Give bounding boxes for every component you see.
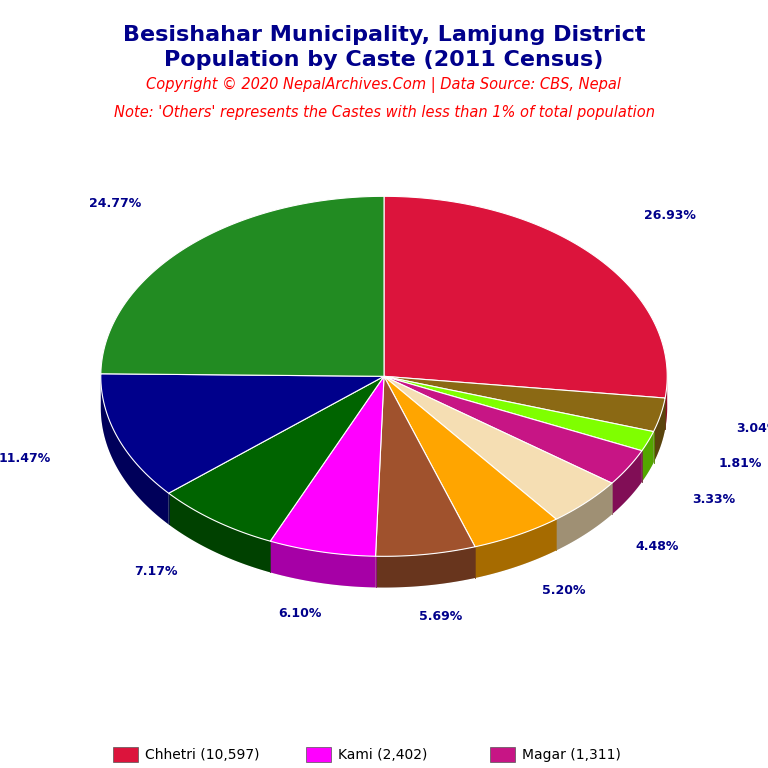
Polygon shape — [169, 493, 270, 572]
Polygon shape — [101, 376, 169, 525]
Ellipse shape — [101, 227, 667, 588]
Text: 26.93%: 26.93% — [644, 209, 696, 222]
Text: 24.77%: 24.77% — [89, 197, 142, 210]
PathPatch shape — [384, 376, 556, 547]
Text: 4.48%: 4.48% — [635, 540, 678, 553]
Text: 7.17%: 7.17% — [134, 565, 178, 578]
PathPatch shape — [384, 376, 665, 432]
PathPatch shape — [384, 197, 667, 398]
Polygon shape — [665, 376, 667, 429]
Text: Copyright © 2020 NepalArchives.Com | Data Source: CBS, Nepal: Copyright © 2020 NepalArchives.Com | Dat… — [147, 77, 621, 93]
Text: 5.69%: 5.69% — [419, 610, 462, 623]
Polygon shape — [376, 547, 475, 588]
Text: 5.20%: 5.20% — [542, 584, 586, 598]
PathPatch shape — [101, 374, 384, 493]
Text: 11.47%: 11.47% — [0, 452, 51, 465]
Polygon shape — [475, 519, 556, 578]
Legend: Chhetri (10,597), Gurung (9,750), Brahmin - Hill (4,516), Tamang (2,823), Kami (: Chhetri (10,597), Gurung (9,750), Brahmi… — [108, 741, 660, 768]
PathPatch shape — [384, 376, 654, 451]
Text: Note: 'Others' represents the Castes with less than 1% of total population: Note: 'Others' represents the Castes wit… — [114, 105, 654, 121]
PathPatch shape — [270, 376, 384, 556]
Text: 6.10%: 6.10% — [278, 607, 322, 620]
PathPatch shape — [384, 376, 642, 483]
PathPatch shape — [101, 197, 384, 376]
Polygon shape — [654, 398, 665, 463]
PathPatch shape — [376, 376, 475, 556]
PathPatch shape — [384, 376, 612, 519]
Text: Population by Caste (2011 Census): Population by Caste (2011 Census) — [164, 50, 604, 70]
Polygon shape — [556, 483, 612, 551]
Polygon shape — [270, 541, 376, 588]
Text: 3.04%: 3.04% — [736, 422, 768, 435]
Polygon shape — [612, 451, 642, 515]
Text: 3.33%: 3.33% — [692, 493, 735, 506]
Polygon shape — [642, 432, 654, 482]
Text: Besishahar Municipality, Lamjung District: Besishahar Municipality, Lamjung Distric… — [123, 25, 645, 45]
PathPatch shape — [169, 376, 384, 541]
Text: 1.81%: 1.81% — [719, 458, 763, 471]
